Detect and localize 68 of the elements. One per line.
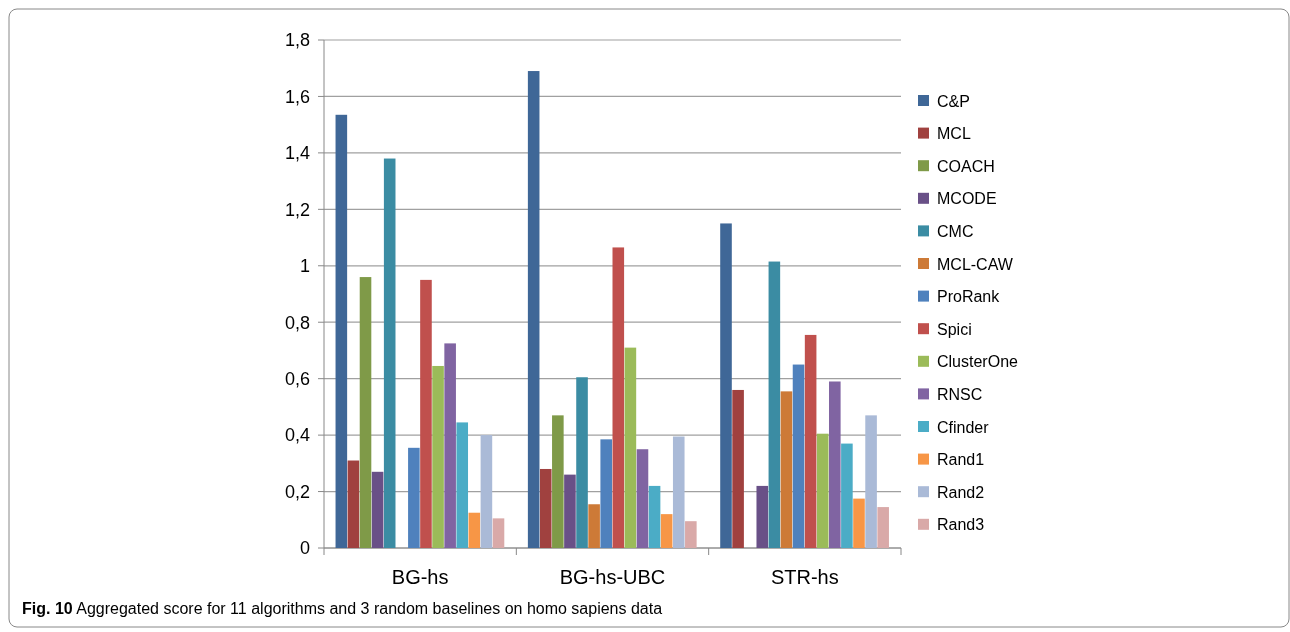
bar: [829, 381, 841, 548]
bar: [672, 436, 685, 548]
bar: [624, 347, 637, 548]
bar: [468, 512, 481, 548]
bar: [420, 279, 432, 548]
legend-label: Cfinder: [937, 418, 990, 436]
x-tick-label: STR-hs: [770, 566, 839, 588]
bar: [804, 334, 817, 548]
legend-label: MCL-CAW: [937, 255, 1014, 273]
legend-label: COACH: [937, 157, 995, 175]
caption: Fig. 10 Aggregated score for 11 algorithms and 3 random baselines on homo sapiens data: [22, 600, 663, 617]
y-tick-label: 1,8: [284, 30, 310, 51]
legend-label: C&P: [937, 92, 970, 110]
bar: [347, 460, 360, 548]
bar: [552, 415, 564, 548]
bar: [732, 389, 744, 548]
bar: [432, 365, 444, 548]
bar: [780, 391, 793, 548]
bar: [792, 364, 805, 548]
bar: [841, 443, 853, 548]
bar: [539, 468, 552, 548]
y-tick-label: 0,2: [284, 481, 310, 502]
bar: [335, 114, 348, 548]
y-tick-label: 0: [299, 538, 310, 559]
bar: [853, 498, 865, 548]
bar: [480, 435, 493, 548]
legend-label: Rand3: [937, 516, 985, 534]
y-tick-label: 1,6: [284, 86, 310, 107]
bar: [527, 71, 540, 548]
bar: [685, 521, 697, 548]
legend-label: ProRank: [937, 288, 1001, 306]
bar: [660, 514, 673, 548]
legend-label: ClusterOne: [937, 353, 1019, 371]
bar: [359, 277, 372, 548]
bar: [600, 439, 612, 548]
y-tick-label: 0,8: [284, 312, 310, 333]
legend-label: MCODE: [937, 190, 997, 208]
bar: [865, 415, 877, 548]
legend-label: Rand2: [937, 483, 985, 501]
x-tick-label: BG-hs: [391, 566, 449, 588]
y-tick-label: 1,4: [284, 143, 310, 164]
legend-label: Rand1: [937, 451, 985, 469]
bar: [612, 247, 625, 548]
bar: [756, 485, 769, 548]
bar: [564, 474, 576, 548]
y-tick-label: 0,4: [284, 425, 310, 446]
legend-label: RNSC: [937, 386, 983, 403]
legend-label: CMC: [937, 223, 974, 240]
bar: [444, 343, 456, 548]
y-tick-label: 0,6: [284, 368, 310, 389]
legend-label: Spici: [937, 320, 972, 338]
bar: [720, 223, 732, 548]
y-tick-label: 1,2: [284, 199, 310, 220]
legend-label: MCL: [937, 125, 971, 143]
bar: [492, 518, 505, 548]
bar: [636, 449, 649, 548]
bar: [456, 422, 469, 548]
bar: [648, 485, 661, 548]
bar: [383, 158, 396, 548]
bar: [576, 377, 588, 548]
y-tick-label: 1: [299, 256, 310, 277]
bar: [816, 433, 829, 548]
bar: [768, 261, 781, 548]
bar: [408, 447, 420, 548]
x-tick-label: BG-hs-UBC: [559, 566, 666, 588]
bar: [588, 504, 600, 548]
bar: [877, 507, 889, 548]
bar: [371, 471, 384, 548]
